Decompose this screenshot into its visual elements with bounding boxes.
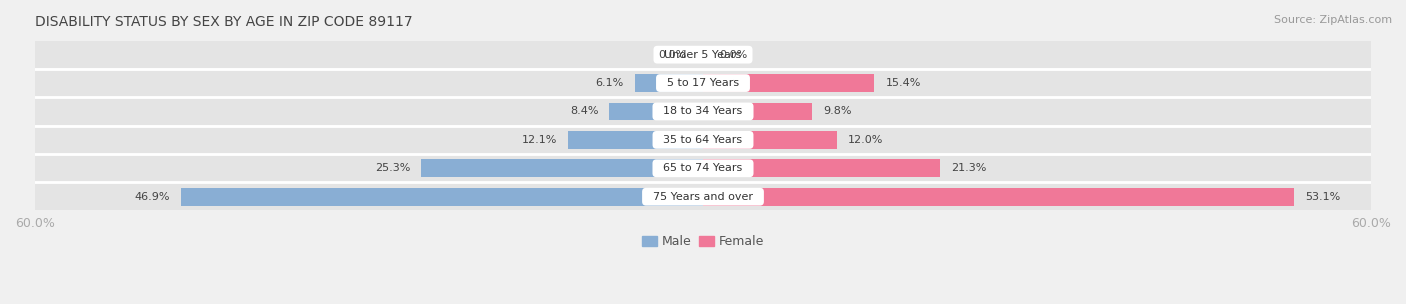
Bar [636,74,703,92]
Bar [568,131,703,149]
Bar [609,103,703,120]
Bar [703,131,837,149]
Bar [35,183,1371,210]
Text: 46.9%: 46.9% [134,192,170,202]
Text: DISABILITY STATUS BY SEX BY AGE IN ZIP CODE 89117: DISABILITY STATUS BY SEX BY AGE IN ZIP C… [35,15,412,29]
Text: 53.1%: 53.1% [1305,192,1340,202]
Text: 18 to 34 Years: 18 to 34 Years [657,106,749,116]
Bar [35,126,1371,154]
Text: Source: ZipAtlas.com: Source: ZipAtlas.com [1274,15,1392,25]
Bar [35,98,1371,125]
Text: 0.0%: 0.0% [720,50,748,60]
Text: 6.1%: 6.1% [596,78,624,88]
Text: 8.4%: 8.4% [569,106,599,116]
Text: 15.4%: 15.4% [886,78,921,88]
Text: 12.0%: 12.0% [848,135,883,145]
Bar [35,69,1371,97]
Bar [35,41,1371,68]
Bar [703,103,813,120]
Bar [35,154,1371,182]
Text: 25.3%: 25.3% [375,163,411,173]
Text: 35 to 64 Years: 35 to 64 Years [657,135,749,145]
Text: 65 to 74 Years: 65 to 74 Years [657,163,749,173]
Bar [703,160,941,177]
Text: 21.3%: 21.3% [952,163,987,173]
Legend: Male, Female: Male, Female [637,230,769,253]
Bar [181,188,703,206]
Text: 75 Years and over: 75 Years and over [645,192,761,202]
Text: 9.8%: 9.8% [824,106,852,116]
Bar [703,188,1295,206]
Text: Under 5 Years: Under 5 Years [658,50,748,60]
Text: 12.1%: 12.1% [522,135,557,145]
Text: 5 to 17 Years: 5 to 17 Years [659,78,747,88]
Bar [703,74,875,92]
Text: 0.0%: 0.0% [658,50,686,60]
Bar [422,160,703,177]
